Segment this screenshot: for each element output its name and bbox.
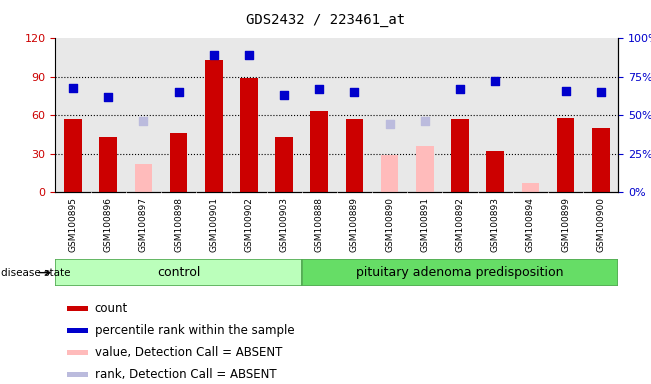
Bar	[205, 60, 223, 192]
Text: GSM100898: GSM100898	[174, 197, 183, 252]
Bar	[521, 183, 539, 192]
Point	[103, 94, 113, 100]
Point	[596, 89, 606, 95]
Text: count: count	[95, 302, 128, 315]
Text: GDS2432 / 223461_at: GDS2432 / 223461_at	[246, 13, 405, 27]
Text: GSM100896: GSM100896	[104, 197, 113, 252]
Text: control: control	[157, 266, 201, 279]
Bar	[135, 164, 152, 192]
Bar	[381, 155, 398, 192]
Text: GSM100900: GSM100900	[596, 197, 605, 252]
Point	[314, 86, 324, 92]
Text: GSM100888: GSM100888	[315, 197, 324, 252]
Bar	[66, 328, 89, 333]
Bar	[275, 137, 293, 192]
Point	[208, 52, 219, 58]
FancyBboxPatch shape	[301, 259, 618, 286]
Point	[173, 89, 184, 95]
Bar	[66, 372, 89, 377]
Text: GSM100894: GSM100894	[526, 197, 535, 252]
Bar	[486, 151, 504, 192]
Bar	[416, 146, 434, 192]
Point	[243, 52, 254, 58]
Text: pituitary adenoma predisposition: pituitary adenoma predisposition	[356, 266, 564, 279]
Point	[561, 88, 571, 94]
Point	[490, 78, 501, 84]
Text: GSM100893: GSM100893	[491, 197, 500, 252]
Bar	[66, 306, 89, 311]
Point	[420, 118, 430, 124]
Point	[350, 89, 360, 95]
Bar	[592, 128, 609, 192]
Bar	[240, 78, 258, 192]
Point	[279, 92, 289, 98]
Bar	[557, 118, 574, 192]
Text: GSM100890: GSM100890	[385, 197, 395, 252]
Text: value, Detection Call = ABSENT: value, Detection Call = ABSENT	[95, 346, 282, 359]
Point	[68, 84, 78, 91]
Text: rank, Detection Call = ABSENT: rank, Detection Call = ABSENT	[95, 368, 277, 381]
Point	[455, 86, 465, 92]
FancyBboxPatch shape	[55, 259, 301, 286]
Point	[138, 118, 148, 124]
Text: percentile rank within the sample: percentile rank within the sample	[95, 324, 294, 337]
Bar	[64, 119, 82, 192]
Bar	[66, 350, 89, 355]
Bar	[346, 119, 363, 192]
Text: GSM100891: GSM100891	[421, 197, 430, 252]
Text: GSM100899: GSM100899	[561, 197, 570, 252]
Bar	[451, 119, 469, 192]
Text: GSM100901: GSM100901	[209, 197, 218, 252]
Text: GSM100892: GSM100892	[456, 197, 465, 252]
Text: GSM100889: GSM100889	[350, 197, 359, 252]
Point	[385, 121, 395, 127]
Text: GSM100903: GSM100903	[279, 197, 288, 252]
Text: GSM100897: GSM100897	[139, 197, 148, 252]
Bar	[170, 133, 187, 192]
Bar	[100, 137, 117, 192]
Text: GSM100895: GSM100895	[68, 197, 77, 252]
Text: disease state: disease state	[1, 268, 70, 278]
Bar	[311, 111, 328, 192]
Text: GSM100902: GSM100902	[244, 197, 253, 252]
